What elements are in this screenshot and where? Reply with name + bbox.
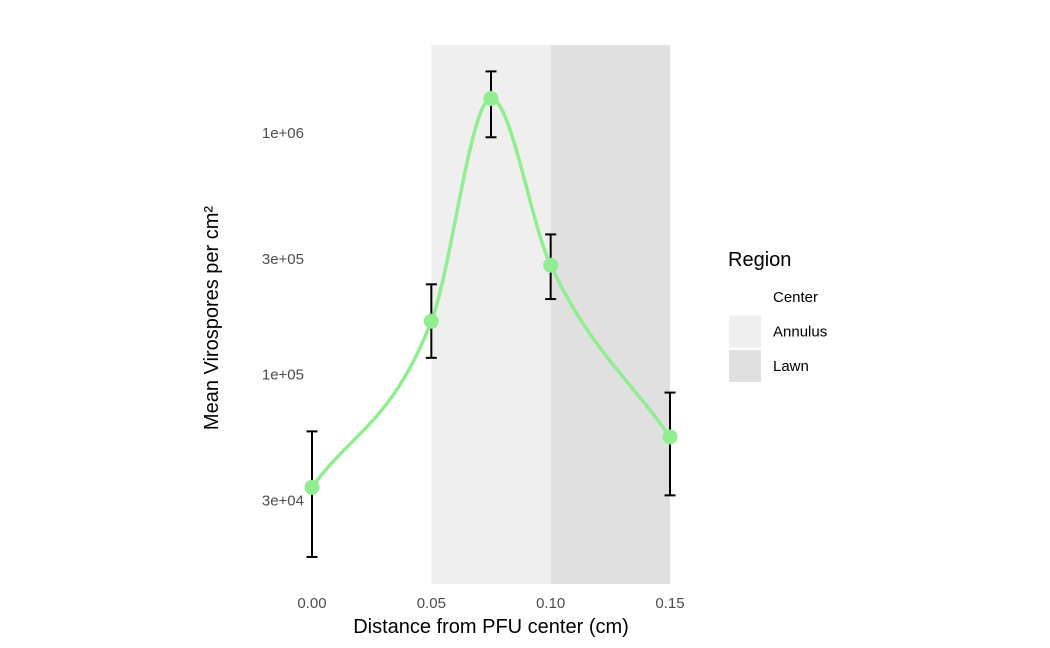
x-tick-label: 0.10	[536, 595, 565, 612]
y-axis-title: Mean Virospores per cm²	[201, 206, 223, 431]
data-point	[543, 257, 559, 273]
legend-label: Lawn	[773, 358, 809, 375]
region-band-center	[312, 45, 432, 584]
legend-key	[729, 281, 761, 313]
legend-title: Region	[728, 249, 791, 271]
data-points	[304, 90, 678, 495]
data-point	[304, 479, 320, 495]
legend-item-center: Center	[729, 281, 818, 313]
y-axis: 3e+04 1e+05 3e+05 1e+06	[262, 125, 304, 509]
x-axis-title: Distance from PFU center (cm)	[353, 616, 629, 638]
data-point	[483, 90, 499, 106]
x-tick-label: 0.00	[297, 595, 326, 612]
legend-label: Annulus	[773, 324, 827, 341]
x-axis: 0.00 0.05 0.10 0.15	[297, 595, 684, 612]
y-tick-label: 1e+06	[262, 125, 304, 142]
y-tick-label: 3e+04	[262, 492, 304, 509]
legend: Region Center Annulus Lawn	[728, 249, 827, 382]
data-point	[662, 429, 678, 445]
legend-label: Center	[773, 289, 818, 306]
data-point	[423, 313, 439, 329]
y-tick-label: 3e+05	[262, 251, 304, 268]
region-band-lawn	[550, 45, 670, 584]
x-tick-label: 0.05	[417, 595, 446, 612]
legend-item-annulus: Annulus	[729, 315, 827, 348]
legend-item-lawn: Lawn	[729, 350, 809, 382]
x-tick-label: 0.15	[655, 595, 684, 612]
y-tick-label: 1e+05	[262, 366, 304, 383]
legend-key	[729, 350, 761, 382]
legend-key	[729, 315, 761, 348]
